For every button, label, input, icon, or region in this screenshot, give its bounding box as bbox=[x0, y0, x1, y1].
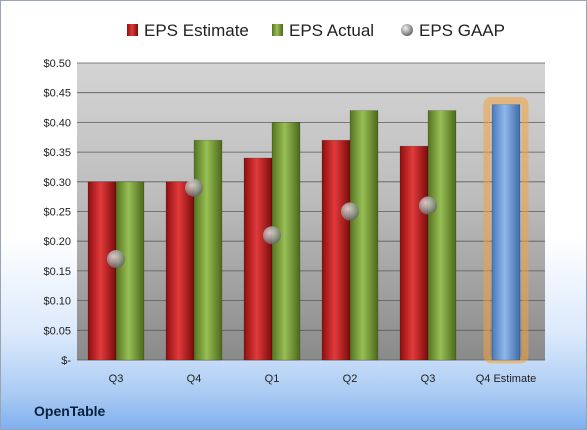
y-tick-label: $- bbox=[61, 355, 71, 367]
gridlines bbox=[77, 62, 545, 361]
category-label: Q3 bbox=[109, 373, 124, 385]
eps-estimate-bar bbox=[165, 181, 195, 361]
category-label: Q2 bbox=[343, 373, 358, 385]
y-tick-label: $0.25 bbox=[43, 207, 71, 219]
eps-estimate-bar bbox=[243, 157, 273, 361]
eps-actual-bar bbox=[193, 139, 223, 361]
eps-gaap-point bbox=[185, 178, 203, 197]
eps-actual-bar bbox=[115, 181, 145, 361]
eps-estimate-bar bbox=[321, 139, 351, 361]
category-label: Q4 Estimate bbox=[476, 373, 537, 385]
legend-eps-gaap-swatch bbox=[401, 24, 413, 36]
eps-forecast-bar bbox=[491, 104, 521, 361]
y-tick-label: $0.05 bbox=[43, 325, 71, 337]
eps-gaap-point bbox=[107, 250, 125, 269]
x-axis-categories: Q3 Q4 Q1 Q2 Q3 Q4 Estimate bbox=[109, 373, 537, 385]
legend-eps-actual-label: EPS Actual bbox=[289, 21, 374, 40]
category-label: Q1 bbox=[265, 373, 280, 385]
y-tick-label: $0.15 bbox=[43, 266, 71, 278]
eps-actual-bar bbox=[427, 110, 457, 361]
y-axis-ticks: $- $0.05 $0.10 $0.15 $0.20 $0.25 $0.30 $0.35 $0.… bbox=[43, 58, 71, 367]
eps-gaap-point bbox=[263, 226, 281, 245]
eps-estimate-bar bbox=[399, 145, 429, 361]
y-tick-label: $0.20 bbox=[43, 236, 71, 248]
eps-estimate-bar bbox=[87, 181, 117, 361]
bars bbox=[87, 97, 529, 364]
legend: EPS Estimate EPS Actual EPS GAAP bbox=[127, 21, 505, 40]
eps-actual-bar bbox=[349, 110, 379, 361]
legend-eps-gaap-label: EPS GAAP bbox=[419, 21, 505, 40]
y-tick-label: $0.40 bbox=[43, 117, 71, 129]
y-tick-label: $0.50 bbox=[43, 58, 71, 70]
company-label: OpenTable bbox=[34, 403, 106, 419]
legend-eps-actual-swatch bbox=[272, 24, 283, 36]
y-tick-label: $0.30 bbox=[43, 177, 71, 189]
gaap-points bbox=[107, 178, 437, 269]
category-label: Q4 bbox=[187, 373, 202, 385]
y-tick-label: $0.35 bbox=[43, 147, 71, 159]
category-label: Q3 bbox=[421, 373, 436, 385]
eps-gaap-point bbox=[341, 202, 359, 221]
eps-gaap-point bbox=[419, 196, 437, 215]
y-tick-label: $0.10 bbox=[43, 296, 71, 308]
legend-eps-estimate-swatch bbox=[127, 24, 138, 36]
legend-eps-estimate-label: EPS Estimate bbox=[144, 21, 249, 40]
y-tick-label: $0.45 bbox=[43, 88, 71, 100]
